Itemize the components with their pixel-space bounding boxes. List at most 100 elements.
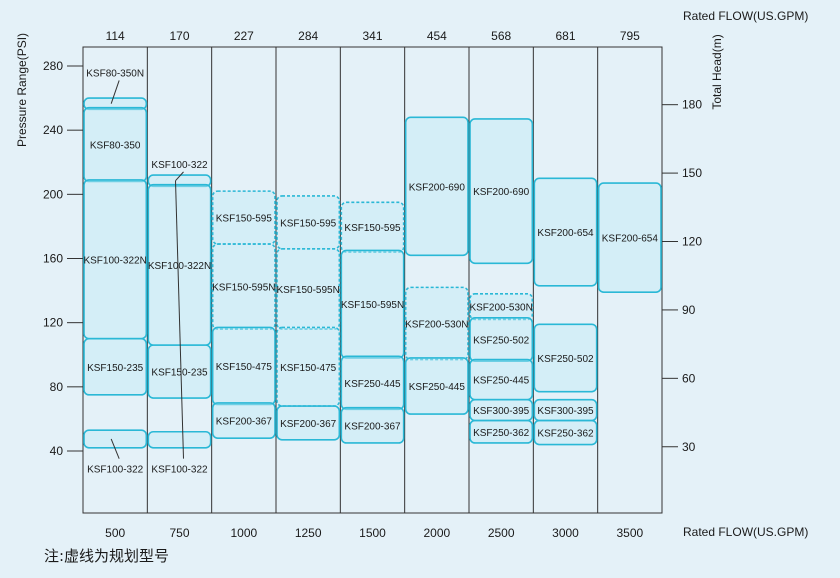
x-bottom-tick-label: 500 bbox=[105, 526, 125, 540]
model-label: KSF150-595N bbox=[212, 283, 275, 294]
model-box bbox=[469, 317, 534, 362]
leader-line bbox=[110, 80, 120, 104]
y-right-tick-label: 120 bbox=[682, 235, 702, 249]
model-box bbox=[404, 357, 469, 415]
model-label: KSF150-235 bbox=[87, 363, 144, 374]
plot-frame bbox=[82, 46, 663, 514]
y-left-tick-label: 120 bbox=[43, 316, 63, 330]
model-box bbox=[83, 337, 148, 396]
leader-line bbox=[175, 171, 184, 182]
x-bottom-tick-label: 3500 bbox=[616, 526, 643, 540]
model-label: KSF150-595 bbox=[280, 218, 337, 229]
x-top-tick-label: 114 bbox=[106, 29, 125, 43]
model-box bbox=[211, 243, 276, 330]
model-box bbox=[83, 106, 148, 183]
model-label: KSF200-690 bbox=[409, 182, 466, 193]
model-box bbox=[211, 402, 276, 439]
model-label: KSF200-367 bbox=[344, 421, 401, 432]
model-label: KSF250-445 bbox=[473, 376, 530, 387]
model-box bbox=[340, 201, 405, 253]
model-label: KSF150-595N bbox=[276, 285, 339, 296]
model-range-boxes: KSF80-350 KSF100-322N KSF150-235 KSF100-322… bbox=[83, 68, 662, 476]
y-left-tick-label: 200 bbox=[43, 187, 63, 201]
axis-ticks: 114 170 227 284 341 454 568 681 795 500 750 1000 125… bbox=[43, 29, 702, 540]
model-label: KSF250-445 bbox=[409, 382, 466, 393]
x-bottom-tick-label: 3000 bbox=[552, 526, 579, 540]
model-label: KSF150-475 bbox=[280, 363, 337, 374]
model-box bbox=[404, 116, 469, 257]
model-box bbox=[533, 177, 598, 287]
y-left-tick-label: 80 bbox=[50, 380, 64, 394]
y-right-axis-label: Total Head(m) bbox=[710, 34, 724, 109]
model-box bbox=[276, 405, 341, 441]
model-label: KSF100-322N bbox=[148, 261, 211, 272]
model-box bbox=[147, 174, 212, 188]
model-label: KSF150-235 bbox=[151, 368, 208, 379]
x-bottom-tick-label: 1500 bbox=[359, 526, 386, 540]
leader-label: KSF100-322 bbox=[87, 465, 144, 476]
model-label: KSF300-395 bbox=[537, 406, 594, 417]
model-label: KSF200-530N bbox=[469, 303, 532, 314]
model-label: KSF250-362 bbox=[537, 429, 594, 440]
model-label: KSF200-654 bbox=[537, 228, 594, 239]
model-label: KSF150-595 bbox=[216, 214, 273, 225]
model-label: KSF80-350 bbox=[90, 141, 141, 152]
y-left-tick-label: 160 bbox=[43, 252, 63, 266]
model-box bbox=[469, 419, 534, 444]
model-box bbox=[469, 292, 534, 321]
x-bottom-tick-label: 1250 bbox=[295, 526, 322, 540]
model-label: KSF250-502 bbox=[537, 354, 594, 365]
x-top-tick-label: 681 bbox=[555, 29, 575, 43]
model-box bbox=[83, 429, 148, 449]
y-right-tick-label: 180 bbox=[682, 98, 702, 112]
x-top-axis-label: Rated FLOW(US.GPM) bbox=[683, 9, 808, 23]
model-label: KSF300-395 bbox=[473, 406, 530, 417]
y-right-tick-label: 150 bbox=[682, 166, 702, 180]
y-left-tick-label: 240 bbox=[43, 123, 63, 137]
model-box bbox=[147, 430, 212, 449]
x-bottom-axis-label: Rated FLOW(US.GPM) bbox=[683, 525, 808, 539]
leader-label: KSF100-322 bbox=[151, 465, 208, 476]
leader-label: KSF80-350N bbox=[86, 68, 144, 79]
leader-line bbox=[110, 438, 120, 459]
model-box bbox=[340, 406, 405, 444]
model-label: KSF150-595N bbox=[341, 300, 404, 311]
x-top-tick-label: 170 bbox=[169, 29, 189, 43]
x-top-tick-label: 227 bbox=[234, 29, 254, 43]
x-top-tick-label: 795 bbox=[620, 29, 640, 43]
model-box bbox=[404, 286, 469, 361]
model-label: KSF150-475 bbox=[216, 362, 273, 373]
y-left-tick-label: 40 bbox=[50, 444, 64, 458]
model-box bbox=[147, 344, 212, 399]
model-box bbox=[469, 118, 534, 265]
leader-label: KSF100-322 bbox=[151, 160, 208, 171]
model-label: KSF250-502 bbox=[473, 336, 530, 347]
model-label: KSF200-530N bbox=[405, 319, 468, 330]
model-label: KSF250-445 bbox=[344, 379, 401, 390]
model-box bbox=[597, 182, 662, 293]
model-box bbox=[340, 249, 405, 359]
model-label: KSF200-654 bbox=[602, 234, 659, 245]
x-top-tick-label: 568 bbox=[491, 29, 511, 43]
model-box bbox=[211, 326, 276, 406]
x-top-tick-label: 284 bbox=[298, 29, 318, 43]
x-bottom-tick-label: 1000 bbox=[230, 526, 257, 540]
model-label: KSF100-322N bbox=[83, 255, 146, 266]
x-top-tick-label: 341 bbox=[362, 29, 382, 43]
x-bottom-tick-label: 750 bbox=[169, 526, 189, 540]
y-right-tick-label: 60 bbox=[682, 371, 696, 385]
model-label: KSF150-595 bbox=[344, 223, 401, 234]
x-bottom-tick-label: 2500 bbox=[488, 526, 515, 540]
column-dividers bbox=[146, 47, 599, 513]
model-label: KSF250-362 bbox=[473, 428, 530, 439]
model-box bbox=[83, 97, 148, 111]
leader-line bbox=[175, 180, 184, 459]
model-box bbox=[340, 355, 405, 411]
planned-model-note: 注:虚线为规划型号 bbox=[44, 547, 170, 565]
y-left-tick-label: 280 bbox=[43, 59, 63, 73]
model-label: KSF200-367 bbox=[216, 417, 273, 428]
model-label: KSF200-690 bbox=[473, 187, 530, 198]
model-box bbox=[276, 248, 341, 330]
y-left-axis-label: Pressure Range(PSI) bbox=[15, 33, 29, 147]
